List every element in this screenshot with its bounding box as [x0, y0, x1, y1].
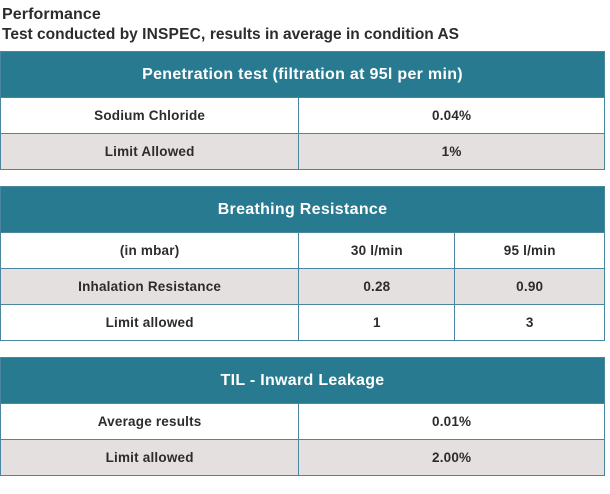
table-row: Limit Allowed 1%	[1, 133, 604, 169]
row-value-cell: 0.90	[454, 269, 604, 304]
row-value-cell: 1	[298, 305, 454, 340]
page-header: Performance Test conducted by INSPEC, re…	[0, 0, 610, 51]
inward-leakage-table-title: TIL - Inward Leakage	[1, 358, 604, 403]
subtitle-suffix: results in average in condition AS	[205, 26, 460, 43]
row-label-cell: Limit Allowed	[104, 144, 195, 159]
row-value-cell: 3	[454, 305, 604, 340]
row-label-cell: Average results	[97, 414, 202, 429]
table-row: (in mbar) 30 l/min 95 l/min	[1, 232, 604, 268]
row-value-cell: 0.28	[298, 269, 454, 304]
table-row: Inhalation Resistance 0.28 0.90	[1, 268, 604, 304]
page-title: Performance	[2, 6, 101, 23]
row-label-cell: Limit allowed	[105, 450, 194, 465]
column-header-cell: 30 l/min	[298, 233, 454, 268]
page-subtitle: Test conducted by INSPEC, results in ave…	[2, 25, 610, 45]
row-value-cell: 2.00%	[298, 440, 604, 475]
row-value-cell: 1%	[298, 134, 604, 169]
subtitle-inspec: INSPEC,	[142, 26, 206, 43]
row-label-cell: Inhalation Resistance	[78, 279, 222, 294]
penetration-test-table: Penetration test (filtration at 95l per …	[0, 51, 605, 170]
inward-leakage-table: TIL - Inward Leakage Average results 0.0…	[0, 357, 605, 476]
penetration-test-table-title: Penetration test (filtration at 95l per …	[1, 52, 604, 97]
table-row: Limit allowed 2.00%	[1, 439, 604, 475]
row-label-cell: (in mbar)	[119, 243, 180, 258]
table-row: Sodium Chloride 0.04%	[1, 97, 604, 133]
row-value-cell: 0.04%	[298, 98, 604, 133]
breathing-resistance-table: Breathing Resistance (in mbar) 30 l/min …	[0, 186, 605, 341]
row-label-cell: Limit allowed	[105, 315, 194, 330]
breathing-resistance-table-title: Breathing Resistance	[1, 187, 604, 232]
table-row: Limit allowed 1 3	[1, 304, 604, 340]
row-value-cell: 0.01%	[298, 404, 604, 439]
column-header-cell: 95 l/min	[454, 233, 604, 268]
row-label-cell: Sodium Chloride	[94, 108, 206, 123]
subtitle-prefix: Test conducted by	[2, 26, 143, 43]
table-row: Average results 0.01%	[1, 403, 604, 439]
